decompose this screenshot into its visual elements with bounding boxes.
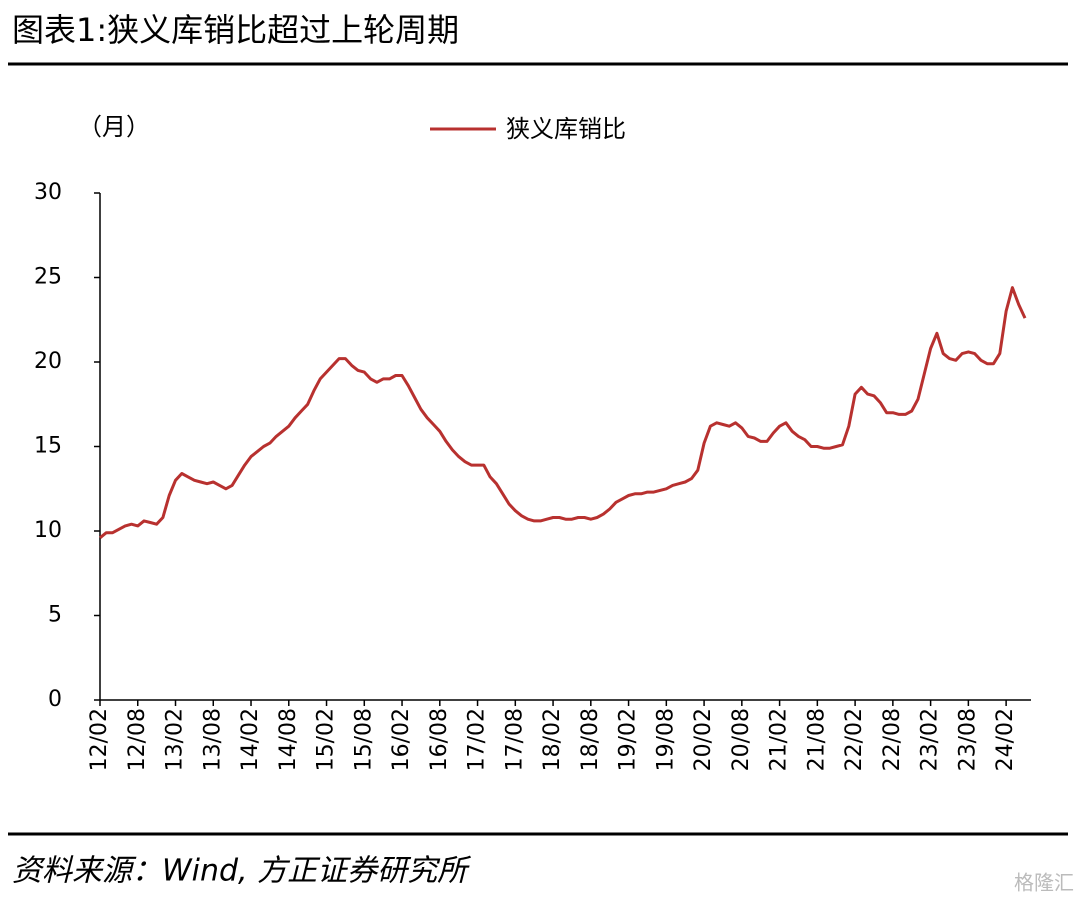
y-tick-label: 5 xyxy=(48,603,62,628)
x-tick-label: 18/08 xyxy=(578,708,603,771)
x-tick-label: 14/02 xyxy=(238,708,263,771)
y-tick-label: 30 xyxy=(34,180,62,205)
x-tick-label: 18/02 xyxy=(540,708,565,771)
data-line xyxy=(99,286,1027,539)
x-tick-label: 13/08 xyxy=(200,708,225,771)
x-tick-label: 23/02 xyxy=(918,708,943,771)
x-tick-label: 17/02 xyxy=(465,708,490,771)
x-tick-label: 13/02 xyxy=(163,708,188,771)
y-tick-label: 10 xyxy=(34,518,62,543)
x-tick-label: 15/08 xyxy=(351,708,376,771)
x-tick-label: 15/02 xyxy=(314,708,339,771)
x-tick-label: 17/08 xyxy=(502,708,527,771)
x-tick-label: 20/02 xyxy=(691,708,716,771)
x-tick-label: 21/02 xyxy=(767,708,792,771)
x-tick-label: 14/08 xyxy=(276,708,301,771)
x-tick-label: 12/08 xyxy=(125,708,150,771)
y-tick-label: 20 xyxy=(34,349,62,374)
y-tick-label: 25 xyxy=(34,265,62,290)
unit-label: （月） xyxy=(78,113,150,141)
figure-title: 图表1:狭义库销比超过上轮周期 xyxy=(12,11,459,49)
y-tick-label: 15 xyxy=(34,434,62,459)
x-tick-label: 20/08 xyxy=(729,708,754,771)
source-note: 资料来源：Wind, 方正证券研究所 xyxy=(12,854,471,889)
x-tick-label: 21/08 xyxy=(804,708,829,771)
x-tick-label: 19/08 xyxy=(653,708,678,771)
x-tick-label: 16/02 xyxy=(389,708,414,771)
x-tick-label: 19/02 xyxy=(616,708,641,771)
x-tick-label: 16/08 xyxy=(427,708,452,771)
x-tick-label: 22/08 xyxy=(880,708,905,771)
x-tick-label: 24/02 xyxy=(993,708,1018,771)
legend-label: 狭义库销比 xyxy=(506,115,626,143)
watermark: 格隆汇 xyxy=(1014,871,1074,895)
y-tick-label: 0 xyxy=(48,687,62,712)
x-tick-label: 12/02 xyxy=(87,708,112,771)
x-tick-label: 22/02 xyxy=(842,708,867,771)
x-tick-label: 23/08 xyxy=(955,708,980,771)
